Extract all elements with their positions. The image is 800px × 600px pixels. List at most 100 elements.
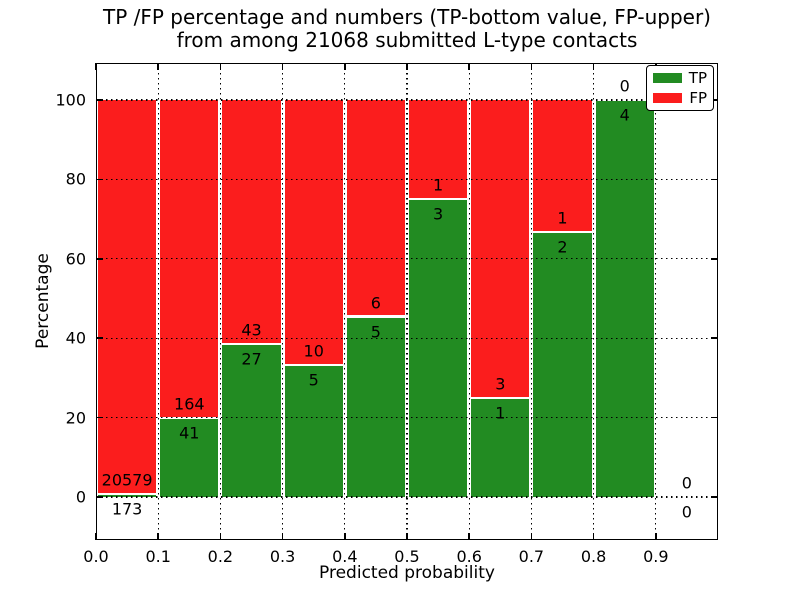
grid-line-vertical (592, 63, 595, 540)
legend-item-tp: TP (653, 69, 707, 87)
title-line-1: TP /FP percentage and numbers (TP-bottom… (103, 5, 711, 29)
x-tick-label: 0.2 (207, 547, 234, 566)
fp-count-label: 1 (433, 175, 444, 195)
grid-line-vertical (406, 63, 408, 540)
grid-line-vertical (157, 63, 159, 540)
x-tick-mark (219, 533, 222, 540)
y-tick-mark (96, 258, 103, 260)
x-tick-label: 0.5 (394, 547, 420, 566)
x-tick-mark (530, 533, 533, 540)
y-tick-mark-right (711, 496, 718, 498)
fp-count-label: 0 (619, 76, 630, 96)
chart-title: TP /FP percentage and numbers (TP-bottom… (96, 6, 718, 52)
x-tick-mark (468, 533, 470, 540)
y-tick-label: 40 (65, 328, 86, 348)
grid-line-vertical (530, 63, 533, 540)
x-tick-mark (95, 533, 97, 540)
grid-line-vertical (344, 63, 346, 540)
y-tick-label: 20 (65, 408, 86, 428)
x-tick-mark (592, 533, 595, 540)
tp-count-label: 1 (495, 403, 506, 423)
fp-count-label: 20579 (101, 470, 153, 490)
y-tick-mark (96, 416, 103, 419)
x-tick-mark (157, 533, 159, 540)
x-tick-label: 0.8 (580, 547, 607, 566)
x-tick-mark-top (468, 63, 470, 70)
bar-segment-divider (346, 315, 405, 318)
grid-line-vertical (655, 63, 657, 540)
bar-segment-divider (409, 198, 468, 201)
bar-segment-divider (471, 396, 530, 399)
y-tick-label: 0 (75, 487, 86, 507)
y-tick-mark (96, 178, 103, 181)
y-tick-label: 80 (65, 169, 86, 189)
tp-count-label: 41 (179, 423, 200, 443)
bar-segment-tp (222, 343, 281, 498)
x-tick-label: 0.4 (332, 547, 358, 566)
legend-label-tp: TP (688, 69, 707, 88)
y-tick-label: 100 (55, 90, 86, 110)
y-tick-mark-right (711, 99, 718, 101)
y-tick-label: 60 (65, 249, 86, 269)
bar-segment-tp (533, 232, 592, 498)
tp-count-label: 0 (681, 502, 692, 522)
x-tick-mark-top (219, 63, 222, 70)
fp-count-label: 164 (174, 394, 205, 414)
fp-count-label: 3 (495, 374, 506, 394)
fp-count-label: 1 (557, 208, 568, 228)
x-tick-label: 0.3 (269, 547, 296, 566)
grid-line-vertical (281, 63, 284, 540)
title-line-2: from among 21068 submitted L-type contac… (176, 28, 638, 52)
x-tick-label: 0.6 (456, 547, 482, 566)
y-tick-mark (96, 99, 103, 101)
grid-line-vertical (219, 63, 222, 540)
x-tick-mark-top (530, 63, 533, 70)
x-tick-label: 0.0 (83, 547, 109, 566)
legend-label-fp: FP (689, 88, 707, 107)
bar-segment-tp (595, 99, 654, 498)
fp-count-label: 43 (241, 320, 262, 340)
tp-count-label: 5 (308, 370, 319, 390)
bar-segment-divider (533, 231, 592, 234)
bar-segment-tp (98, 493, 157, 498)
y-tick-mark-right (711, 258, 718, 260)
x-tick-mark-top (281, 63, 284, 70)
bar-segment-fp (222, 99, 281, 344)
plot-area: 0 20 40 60 80 100 0.0 0.1 0.2 0.3 0.4 0.5 0.6 0.7 0.8 0… (55, 63, 718, 566)
tp-count-label: 2 (557, 237, 568, 257)
y-tick-mark-right (711, 337, 718, 339)
bar-segment-tp (160, 417, 219, 498)
bar-segment-fp (533, 99, 592, 233)
x-tick-mark (406, 533, 408, 540)
bar-segment-divider (98, 492, 157, 495)
y-tick-mark-right (711, 178, 718, 181)
bar-segment-fp (471, 99, 530, 398)
bar-segment-divider (284, 363, 343, 366)
grid-line-vertical (468, 63, 470, 540)
x-tick-mark-top (406, 63, 408, 70)
x-tick-mark-top (592, 63, 595, 70)
x-tick-label: 0.7 (518, 547, 545, 566)
bar-segment-tp (409, 199, 468, 498)
x-tick-mark-top (95, 63, 97, 70)
x-axis-label: Predicted probability (319, 563, 495, 583)
y-tick-mark (96, 337, 103, 339)
x-tick-label: 0.9 (643, 547, 669, 566)
x-tick-mark (344, 533, 346, 540)
bar-segment-tp (471, 397, 530, 498)
y-tick-mark-right (711, 416, 718, 419)
x-tick-mark (655, 533, 657, 540)
x-tick-label: 0.1 (145, 547, 171, 566)
fp-count-label: 6 (370, 293, 381, 313)
legend-item-fp: FP (653, 89, 707, 107)
tp-count-label: 5 (370, 322, 381, 342)
x-tick-mark (281, 533, 284, 540)
bar-segment-tp (284, 364, 343, 498)
x-tick-mark-top (344, 63, 346, 70)
bar-segment-divider (222, 342, 281, 345)
fp-count-label: 10 (303, 341, 324, 361)
bar-segment-fp (409, 99, 468, 200)
y-tick-mark (96, 496, 103, 498)
legend-swatch-tp (653, 73, 682, 84)
